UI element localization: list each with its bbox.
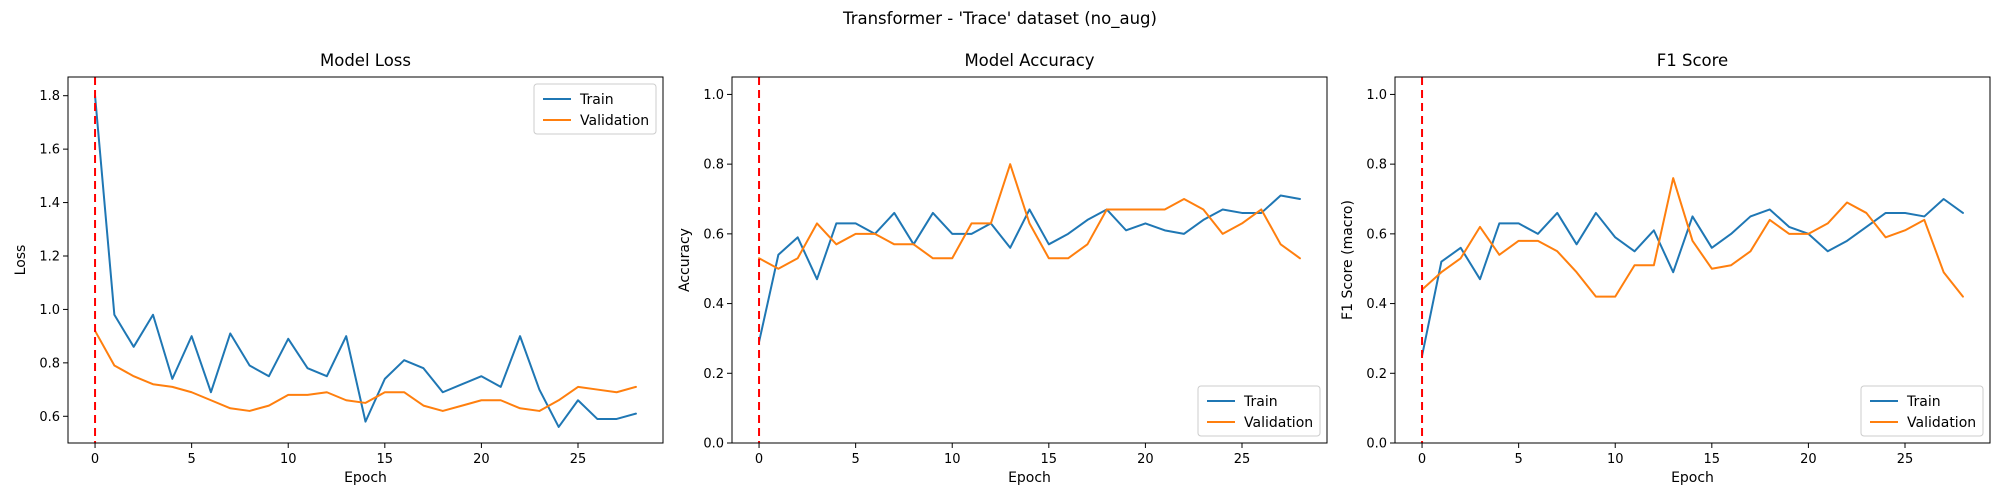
legend-label-validation: Validation <box>1244 415 1313 431</box>
x-tick-label: 5 <box>851 452 859 467</box>
x-tick-label: 0 <box>91 452 99 467</box>
y-axis-label: Accuracy <box>677 228 693 292</box>
x-tick-label: 25 <box>570 452 587 467</box>
y-tick-label: 0.6 <box>703 227 724 242</box>
y-tick-label: 1.6 <box>39 143 60 158</box>
x-tick-label: 10 <box>1607 452 1624 467</box>
chart-panels: Model Loss 0 5 10 15 20 25 0.6 0.8 1.0 1.2 1.4 1.6 1.… <box>13 51 1991 486</box>
x-tick-label: 5 <box>187 452 195 467</box>
legend-label-validation: Validation <box>580 113 649 129</box>
axes-frame <box>731 76 1328 444</box>
x-tick-label: 20 <box>1137 452 1154 467</box>
legend-label-train: Train <box>1243 394 1278 410</box>
x-tick-label: 10 <box>944 452 961 467</box>
legend-label-train: Train <box>1906 394 1941 410</box>
panel-title: F1 Score <box>1657 51 1728 70</box>
y-axis-label: F1 Score (macro) <box>1340 200 1356 320</box>
figure-suptitle: Transformer - 'Trace' dataset (no_aug) <box>842 9 1157 29</box>
legend-box <box>1197 385 1321 437</box>
legend: Train Validation <box>1197 385 1321 437</box>
chart-panel-2: Model Accuracy 0 5 10 15 20 25 0.0 0.2 0.4 0.6 0.8 1… <box>677 51 1328 486</box>
legend-label-train: Train <box>579 92 614 108</box>
series-line-validation <box>1421 177 1964 298</box>
y-tick-label: 0.4 <box>1366 297 1387 312</box>
chart-panel-3: F1 Score 0 5 10 15 20 25 0.0 0.2 0.4 0.6 0.8 1.0 Epoc… <box>1340 51 1991 486</box>
series-line-train <box>1421 198 1964 357</box>
x-tick-label: 25 <box>1897 452 1914 467</box>
y-tick-label: 1.4 <box>39 196 60 211</box>
y-tick-label: 0.2 <box>1366 367 1387 382</box>
panel-title: Model Accuracy <box>964 51 1094 70</box>
y-tick-label: 1.8 <box>39 89 60 104</box>
x-tick-label: 25 <box>1234 452 1251 467</box>
x-tick-label: 10 <box>280 452 297 467</box>
y-tick-label: 0.0 <box>1366 437 1387 452</box>
legend-label-validation: Validation <box>1907 415 1976 431</box>
legend-box <box>1860 385 1984 437</box>
x-tick-label: 5 <box>1514 452 1522 467</box>
x-tick-label: 0 <box>755 452 763 467</box>
x-tick-label: 20 <box>473 452 490 467</box>
legend: Train Validation <box>533 83 657 135</box>
y-tick-label: 1.0 <box>39 303 60 318</box>
y-tick-label: 0.8 <box>703 158 724 173</box>
x-axis-label: Epoch <box>344 470 387 486</box>
y-tick-label: 1.0 <box>1366 88 1387 103</box>
x-axis-label: Epoch <box>1671 470 1714 486</box>
y-tick-label: 1.0 <box>703 88 724 103</box>
axes-frame <box>1394 76 1991 444</box>
x-tick-label: 0 <box>1418 452 1426 467</box>
y-tick-label: 0.6 <box>1366 227 1387 242</box>
series-line-validation <box>758 163 1301 270</box>
x-axis-label: Epoch <box>1008 470 1051 486</box>
y-tick-label: 0.4 <box>703 297 724 312</box>
y-tick-label: 0.8 <box>1366 158 1387 173</box>
y-tick-label: 1.2 <box>39 249 60 264</box>
legend: Train Validation <box>1860 385 1984 437</box>
chart-panel-1: Model Loss 0 5 10 15 20 25 0.6 0.8 1.0 1.2 1.4 1.6 1.… <box>13 51 664 486</box>
series-line-train <box>758 194 1301 343</box>
series-line-train <box>94 94 637 428</box>
y-tick-label: 0.2 <box>703 367 724 382</box>
x-tick-label: 15 <box>1041 452 1058 467</box>
axes-frame <box>67 76 664 444</box>
legend-box <box>533 83 657 135</box>
x-tick-label: 15 <box>1704 452 1721 467</box>
x-tick-label: 15 <box>377 452 394 467</box>
x-tick-label: 20 <box>1800 452 1817 467</box>
series-line-validation <box>94 329 637 412</box>
y-tick-label: 0.8 <box>39 356 60 371</box>
y-tick-label: 0.6 <box>39 410 60 425</box>
panel-title: Model Loss <box>320 51 411 70</box>
y-tick-label: 0.0 <box>703 437 724 452</box>
y-axis-label: Loss <box>13 245 29 276</box>
